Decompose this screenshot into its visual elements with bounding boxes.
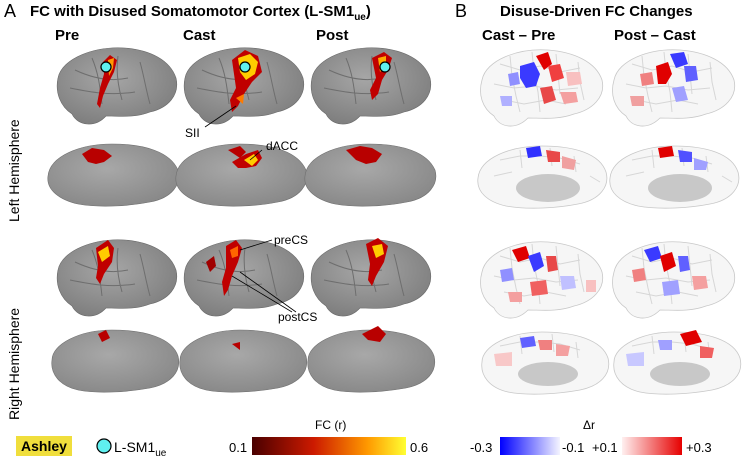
seed-legend-sub: ue (155, 447, 167, 459)
delta-colorbar-positive (622, 437, 682, 455)
brain-b-right-lateral-post-cast (612, 241, 736, 319)
panel-a-title-main: FC with Disused Somatomotor Cortex (L-SM… (30, 3, 355, 20)
brain-b-right-lateral-cast-pre (480, 241, 604, 319)
brain-left-lateral-pre (56, 47, 178, 125)
delta-colorbar-negative (500, 437, 560, 455)
col-header-cast: Cast (183, 27, 216, 44)
seed-legend-icon (96, 438, 112, 454)
panel-a-title-sub: ue (354, 12, 366, 23)
delta-tick-4: +0.3 (686, 440, 712, 455)
brain-right-lateral-post (310, 238, 432, 317)
brain-b-right-medial-post-cast (613, 330, 742, 395)
brain-left-medial-post (304, 143, 437, 207)
delta-tick-1: -0.3 (470, 440, 493, 455)
brain-right-lateral-cast (183, 239, 305, 317)
annotation-postcs: postCS (278, 310, 318, 324)
brain-left-medial-cast (175, 143, 308, 207)
brain-left-medial-pre (47, 143, 180, 207)
col-header-post-minus-cast: Post – Cast (614, 27, 696, 44)
brain-b-left-medial-post-cast (609, 145, 740, 209)
subject-badge: Ashley (16, 436, 72, 456)
delta-colorbar-label: Δr (583, 418, 596, 432)
fc-colorbar-label: FC (r) (315, 418, 347, 432)
annotation-precs: preCS (274, 233, 309, 247)
brain-right-lateral-pre (56, 239, 178, 317)
brain-left-lateral-cast (183, 47, 305, 125)
panel-b-title: Disuse-Driven FC Changes (500, 3, 693, 20)
brain-b-left-lateral-cast-pre (480, 49, 604, 127)
fc-colorbar-max: 0.6 (410, 440, 429, 455)
brain-right-medial-pre (51, 329, 180, 393)
delta-tick-2: -0.1 (562, 440, 585, 455)
seed-marker-icon (379, 61, 391, 73)
delta-colorbar-gap (560, 437, 622, 455)
annotation-sii: SII (185, 126, 200, 140)
annotation-dacc: dACC (266, 139, 299, 153)
col-header-pre: Pre (55, 27, 80, 44)
col-header-cast-minus-pre: Cast – Pre (482, 27, 556, 44)
fc-colorbar (252, 437, 406, 455)
brain-b-right-medial-cast-pre (481, 331, 610, 395)
fc-colorbar-min: 0.1 (229, 440, 248, 455)
brain-left-lateral-post (310, 47, 432, 125)
panel-b-letter: B (455, 1, 468, 21)
brain-b-left-medial-cast-pre (477, 145, 608, 209)
brain-right-medial-post (307, 326, 436, 393)
seed-legend-main: L-SM1 (114, 439, 156, 455)
brain-b-left-lateral-post-cast (612, 49, 736, 127)
panel-a-title: FC with Disused Somatomotor Cortex (L-SM… (30, 3, 371, 23)
seed-marker-icon (100, 61, 112, 73)
brain-right-medial-cast (179, 329, 308, 393)
delta-tick-3: +0.1 (592, 440, 618, 455)
seed-marker-icon (239, 61, 251, 73)
col-header-post: Post (316, 27, 349, 44)
panel-a-letter: A (4, 1, 17, 21)
seed-legend-label: L-SM1ue (114, 439, 166, 459)
panel-a-title-end: ) (365, 3, 371, 20)
